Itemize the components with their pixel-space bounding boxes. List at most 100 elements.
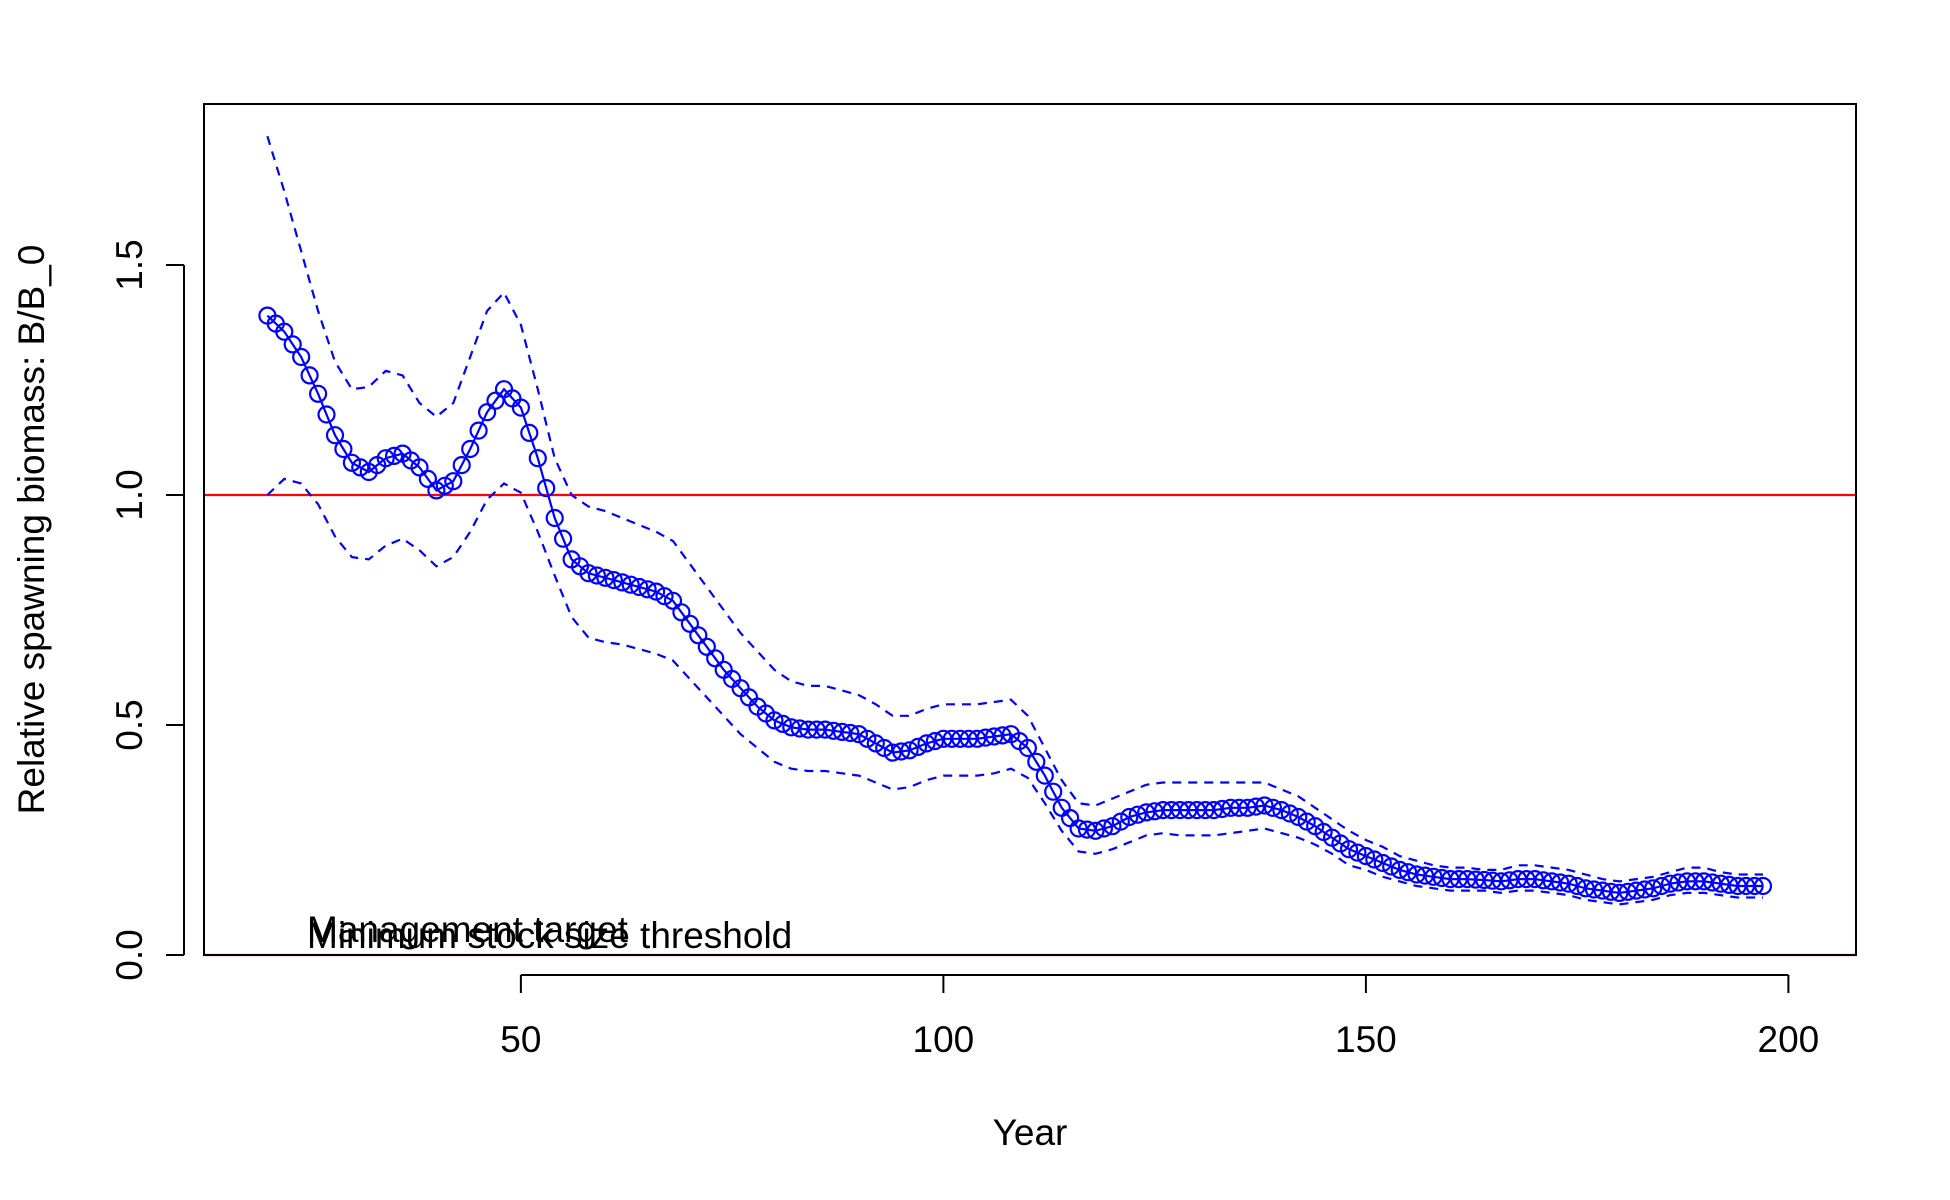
data-point	[1120, 807, 1139, 827]
data-point	[334, 439, 353, 459]
x-tick-label: 50	[500, 1019, 541, 1060]
data-point	[891, 742, 911, 761]
data-point	[376, 449, 395, 468]
data-point	[1297, 812, 1316, 831]
biomass-line	[266, 314, 1763, 895]
data-point	[765, 711, 784, 730]
data-point	[1238, 798, 1257, 817]
management-target-label: Management target	[307, 909, 629, 950]
interval-lines	[266, 135, 1763, 906]
data-point	[435, 476, 454, 495]
data-point	[309, 384, 328, 403]
data-point	[917, 734, 936, 753]
y-tick-label: 0.5	[109, 699, 150, 750]
data-point	[1339, 840, 1359, 859]
data-point	[663, 591, 683, 610]
data-point	[1272, 800, 1291, 820]
data-point	[1745, 876, 1764, 896]
data-point	[520, 423, 539, 442]
data-point	[325, 426, 345, 445]
data-point	[1035, 766, 1054, 785]
data-point	[993, 726, 1012, 745]
data-point	[275, 322, 294, 341]
data-point	[418, 469, 437, 488]
data-point	[883, 743, 902, 762]
data-point	[1263, 798, 1283, 817]
data-point	[385, 446, 404, 465]
data-point	[537, 479, 556, 498]
data-point	[351, 458, 370, 477]
data-point	[1407, 865, 1426, 884]
data-point	[1255, 796, 1274, 815]
x-tick-label: 150	[1335, 1019, 1397, 1060]
data-point	[1027, 752, 1046, 771]
data-point	[858, 729, 877, 748]
data-point	[1069, 819, 1088, 838]
data-point	[1551, 873, 1570, 892]
data-point	[832, 722, 852, 742]
data-point	[452, 456, 471, 475]
data-point	[1567, 876, 1587, 896]
data-point	[908, 737, 928, 757]
data-point	[1044, 782, 1063, 801]
data-point	[697, 637, 716, 656]
data-point	[1398, 863, 1418, 882]
labels: Year Relative spawning biomass: B/B_0 Ma…	[11, 245, 1067, 1153]
data-point	[1382, 857, 1401, 876]
data-point	[1086, 821, 1105, 840]
data-point	[968, 729, 987, 748]
data-point	[317, 405, 336, 424]
data-point	[1610, 883, 1629, 903]
data-point	[604, 570, 623, 590]
x-tick-label: 100	[913, 1019, 975, 1060]
data-point	[1356, 846, 1376, 866]
x-tick-label: 200	[1758, 1019, 1820, 1060]
data-point	[1576, 879, 1595, 898]
y-tick-label: 0.0	[109, 929, 150, 980]
data-point	[672, 603, 691, 622]
data-point	[579, 564, 598, 583]
data-point	[528, 449, 547, 468]
data-point	[638, 580, 657, 599]
data-point	[782, 718, 801, 737]
data-point	[689, 626, 708, 645]
data-point	[1415, 866, 1435, 885]
data-point	[976, 728, 995, 747]
data-point	[875, 738, 894, 758]
data-point	[1635, 880, 1654, 899]
data-point	[1390, 860, 1409, 880]
data-point	[1660, 874, 1680, 893]
data-point	[1128, 805, 1147, 824]
data-point	[596, 568, 615, 587]
data-point	[900, 741, 919, 760]
data-point	[1534, 871, 1553, 890]
data-point	[1694, 872, 1714, 891]
data-point	[1094, 819, 1114, 838]
data-point	[292, 347, 311, 367]
data-point	[621, 575, 640, 594]
lower-interval-line	[266, 477, 1763, 906]
data-point	[773, 714, 792, 734]
data-point	[1711, 874, 1730, 893]
data-point	[1018, 738, 1038, 758]
data-point	[984, 727, 1004, 746]
data-point	[283, 335, 302, 354]
data-point	[706, 649, 725, 668]
data-point	[587, 566, 607, 585]
data-point	[1348, 843, 1367, 862]
data-point	[1584, 880, 1604, 899]
data-point	[511, 398, 531, 417]
data-point	[486, 391, 505, 410]
data-point	[461, 439, 480, 459]
data-point	[815, 720, 835, 739]
data-point	[444, 472, 463, 491]
data-point	[1365, 850, 1384, 869]
data-point	[1593, 881, 1612, 900]
y-axis-label: Relative spawning biomass: B/B_0	[11, 245, 52, 815]
data-point	[545, 508, 564, 528]
data-point	[655, 587, 674, 606]
series-line	[266, 314, 1763, 895]
